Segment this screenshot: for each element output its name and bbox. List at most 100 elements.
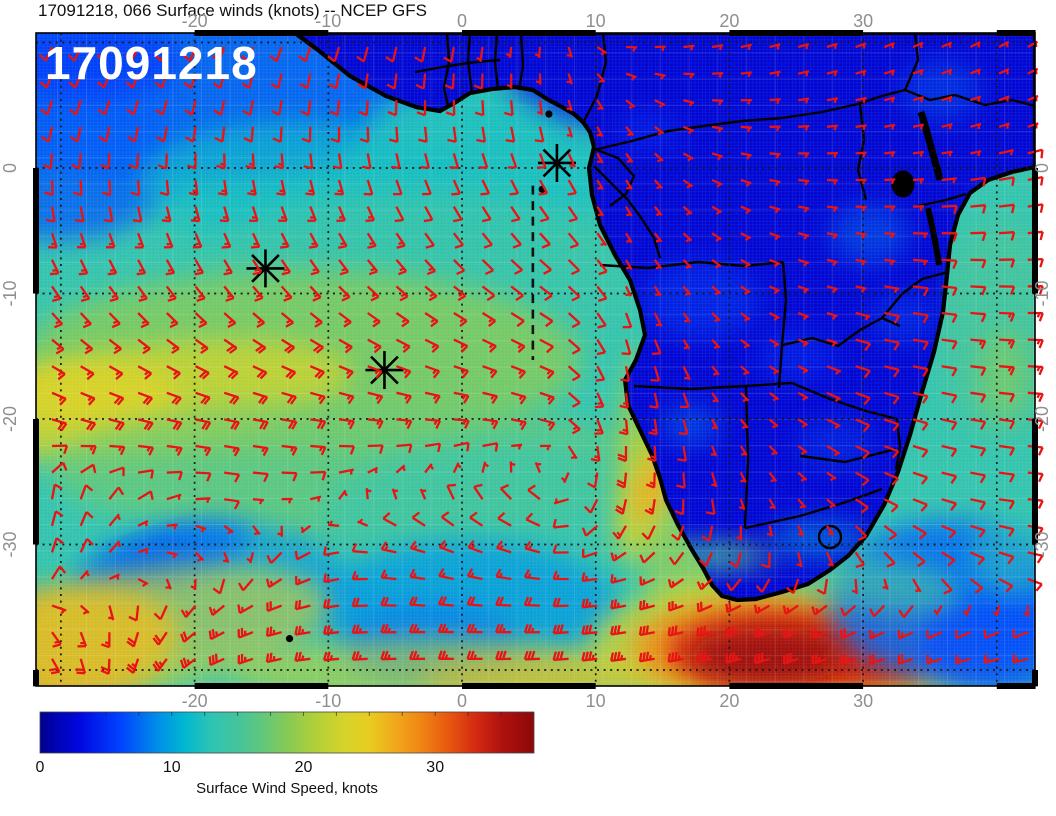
wind-barb [596,152,604,164]
wind-barb [393,179,403,196]
wind-barb [195,497,211,504]
country-border [593,88,906,152]
wind-barb [441,511,455,527]
wind-barb [481,285,496,302]
wind-barb [826,151,838,158]
wind-barb [338,312,352,328]
wind-barb [560,472,570,484]
wind-barb [221,232,232,249]
wind-barb [424,232,435,249]
axis-tick-label: -10 [1032,280,1052,306]
wind-barb [962,605,972,617]
wind-barb [711,125,724,133]
wind-barb [682,125,695,135]
wind-barb [797,525,805,537]
wind-barb [736,525,742,541]
wind-barb [396,365,412,379]
wind-barb [476,126,487,143]
wind-barb [941,285,958,297]
wind-barb [237,604,254,615]
wind-barb [437,596,454,607]
wind-barb [667,651,684,663]
country-border [777,261,788,389]
wind-barb [51,565,67,580]
wind-barb [481,312,497,327]
wind-barb [336,206,346,223]
wind-barb [367,312,381,328]
wind-barb [711,44,724,51]
wind-barb [294,550,311,561]
axis-tick-label: -10 [0,280,20,306]
wind-barb [391,153,401,170]
wind-barb [970,444,987,457]
wind-barb [648,419,659,436]
wind-barb [80,365,95,381]
wind-barb [298,46,312,63]
wind-barb [310,495,322,502]
wind-barb [44,179,54,197]
wind-barb [596,126,604,138]
wind-barb [366,232,377,249]
wind-barb [654,45,666,52]
wind-barb [183,73,197,89]
wind-barb [566,73,573,85]
wind-barb [769,285,780,295]
wind-barb [223,312,237,329]
wind-barb [185,126,197,143]
wind-barb [667,625,684,637]
wind-barb [884,338,900,351]
wind-barb [534,46,542,59]
wind-barb [195,391,211,405]
wind-barb [481,461,490,473]
wind-barb [912,524,927,540]
axis-tick-label: 0 [457,11,467,31]
wind-barb [620,365,631,383]
axis-tick-label: 20 [719,691,739,711]
wind-barb [78,259,89,276]
wind-barb [883,418,900,432]
wind-barb [625,232,633,244]
wind-barb [224,498,241,510]
wind-barb [224,471,241,483]
wind-barb [49,658,61,675]
wind-barb [452,258,466,276]
wind-barb [367,365,383,379]
wind-barb [855,391,871,406]
wind-barb [983,654,1000,665]
wind-barb [682,179,694,189]
wind-barb [127,126,140,143]
wind-barb [912,444,929,458]
wind-barb [137,469,155,479]
wind-barb [252,418,269,430]
wind-barb [912,391,929,404]
axis-tick-label: -20 [1032,406,1052,432]
wind-barb [1012,629,1029,639]
wind-barb [740,258,751,268]
wind-barb [504,100,514,117]
wind-barb [51,285,62,303]
wind-barb [855,205,867,212]
wind-barb [424,338,440,354]
wind-barb [482,442,499,452]
wind-barb [194,338,209,355]
wind-barb [208,629,225,641]
wind-barb [711,285,722,296]
wind-barb [926,629,943,640]
wind-barb [653,259,663,270]
wind-barb [970,285,987,296]
wind-barb [495,596,512,607]
wind-barb [416,100,427,117]
wind-barb [998,577,1014,593]
wind-barb [970,204,987,214]
wind-barb [247,179,257,196]
wind-barb [322,624,340,635]
wind-barb [523,569,541,581]
wind-barb [481,232,493,249]
wind-barb [612,525,627,540]
wind-barb [322,651,340,662]
wind-barb [941,498,958,511]
wind-barb [644,499,656,516]
wind-barb [668,600,684,612]
wind-barb [351,543,368,554]
wind-barb [553,498,569,505]
